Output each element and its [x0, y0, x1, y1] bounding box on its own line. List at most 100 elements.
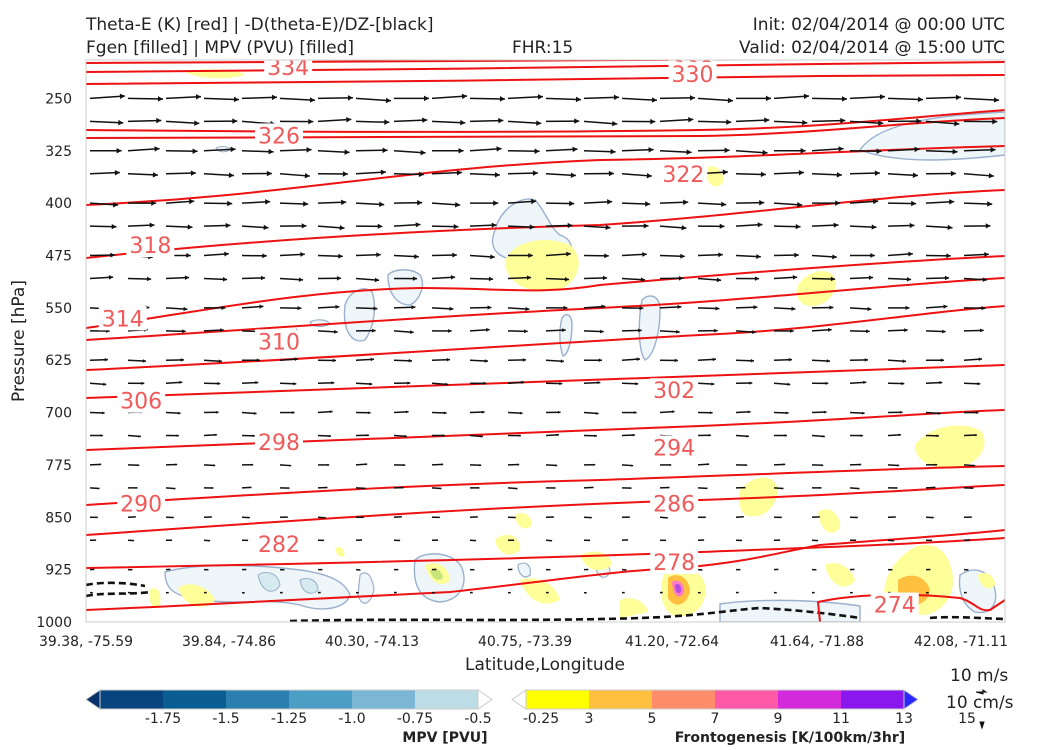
- wind-vector-head: [417, 199, 423, 206]
- chart-title-line2: Fgen [filled] | MPV (PVU) [filled]: [86, 38, 355, 58]
- wind-vector-head: [116, 148, 122, 154]
- wind-vector-head: [232, 118, 238, 124]
- wind-vector: [659, 97, 696, 100]
- wind-vector: [849, 120, 884, 125]
- wind-vector-head: [909, 222, 915, 229]
- wind-vector-head: [415, 222, 421, 228]
- wind-vector-head: [207, 569, 209, 571]
- wind-vector-head: [220, 328, 224, 333]
- wind-vector: [165, 95, 202, 100]
- wind-vector-head: [329, 410, 333, 414]
- y-tick-label: 475: [45, 248, 72, 264]
- wind-vector-head: [405, 410, 409, 414]
- wind-vector: [469, 147, 502, 152]
- wind-vector-head: [980, 328, 984, 333]
- wind-vector-head: [214, 433, 217, 437]
- theta-e-label-bg: [117, 388, 166, 413]
- wind-vector: [925, 96, 962, 100]
- fgen-colorbar-tick-label: 13: [895, 711, 913, 727]
- wind-vector-head: [190, 170, 196, 176]
- wind-vector-head: [610, 148, 616, 155]
- wind-vector-head: [532, 170, 538, 176]
- theta-e-label-bg: [668, 61, 717, 86]
- wind-vector-head: [878, 120, 884, 126]
- wind-vector-head: [784, 434, 787, 437]
- wind-vector-head: [874, 170, 880, 176]
- wind-vector-head: [486, 327, 490, 332]
- wind-vector-head: [420, 149, 426, 156]
- wind-vector-head: [385, 97, 391, 104]
- wind-vector-head: [441, 463, 444, 466]
- wind-vector-head: [477, 486, 480, 489]
- wind-vector-head: [424, 95, 429, 102]
- wind-vector-head: [590, 516, 592, 519]
- wind-vector-head: [949, 199, 955, 205]
- valid-time: Valid: 02/04/2014 @ 15:00 UTC: [739, 38, 1005, 58]
- wind-vector-head: [681, 225, 687, 231]
- wind-vector-head: [218, 359, 222, 363]
- wind-vector-head: [211, 487, 214, 489]
- wind-vector-head: [563, 305, 568, 310]
- wind-vector-head: [762, 149, 768, 156]
- wind-vector-head: [372, 328, 376, 333]
- chart-title-line1: Theta-E (K) [red] | -D(theta-E)/DZ-[blac…: [86, 15, 434, 35]
- wind-vector-head: [103, 382, 107, 386]
- theta-e-label: 322: [662, 163, 704, 188]
- theta-e-label: 290: [120, 492, 162, 517]
- wind-vector-head: [167, 592, 169, 594]
- wind-vector-head: [795, 224, 801, 230]
- wind-vector-head: [230, 146, 236, 153]
- wind-vector: [963, 97, 1000, 101]
- wind-vector: [963, 148, 996, 152]
- fgen-colorbar-swatch: [841, 690, 905, 709]
- wind-vector-head: [716, 277, 722, 283]
- wind-vector-head: [456, 169, 462, 176]
- wind-vector-head: [866, 329, 870, 334]
- wind-vector-head: [567, 222, 573, 229]
- wind-vector-head: [555, 464, 558, 467]
- theta-e-label-bg: [254, 329, 303, 354]
- theta-e-labels: 3383343303263223183143103063022982942902…: [98, 60, 919, 619]
- wind-vector-head: [743, 486, 746, 489]
- wind-vector-head: [408, 358, 412, 363]
- wind-vector-head: [412, 276, 418, 281]
- theta-e-label-bg: [650, 549, 699, 574]
- wind-vector-head: [553, 487, 556, 489]
- wind-vector-head: [816, 539, 819, 542]
- wind-vector-head: [990, 147, 996, 153]
- theta-e-label: 302: [653, 379, 695, 404]
- wind-vector: [431, 120, 466, 124]
- wind-vector-head: [689, 95, 695, 101]
- wind-vector-head: [760, 171, 766, 178]
- wind-vector-head: [262, 253, 267, 259]
- wind-vector-head: [224, 251, 229, 257]
- wind-vector-head: [300, 251, 305, 257]
- wind-vector-head: [268, 148, 274, 155]
- wind-vector-head: [135, 486, 138, 489]
- wind-vector-head: [93, 568, 95, 571]
- wind-vector: [887, 148, 920, 152]
- wind-vector-head: [636, 357, 640, 361]
- wind-vector-head: [935, 463, 938, 466]
- wind-vector-head: [715, 306, 720, 311]
- wind-vector-head: [382, 147, 388, 154]
- wind-vector-head: [936, 434, 939, 438]
- wind-vector-head: [981, 306, 986, 311]
- wind-vector-head: [726, 119, 732, 125]
- theta-e-label: 314: [102, 307, 144, 332]
- wind-vector-head: [902, 359, 906, 363]
- wind-vector-head: [221, 305, 226, 310]
- fgen-colorbar-swatch: [778, 690, 842, 709]
- fgen-colorbar-frame: [525, 689, 905, 710]
- wind-vector-head: [950, 170, 956, 177]
- wind-vector-head: [401, 486, 404, 489]
- wind-vector-head: [369, 382, 373, 386]
- wind-vector-head: [911, 200, 917, 207]
- wind-vector-head: [631, 464, 634, 467]
- wind-vector-head: [298, 277, 304, 282]
- wind-vector-head: [108, 275, 114, 280]
- y-tick-label: 400: [45, 196, 72, 212]
- wind-vector-head: [132, 539, 135, 542]
- mpv-colorbar-extend-low: [85, 689, 101, 710]
- wind-vector-head: [613, 94, 619, 101]
